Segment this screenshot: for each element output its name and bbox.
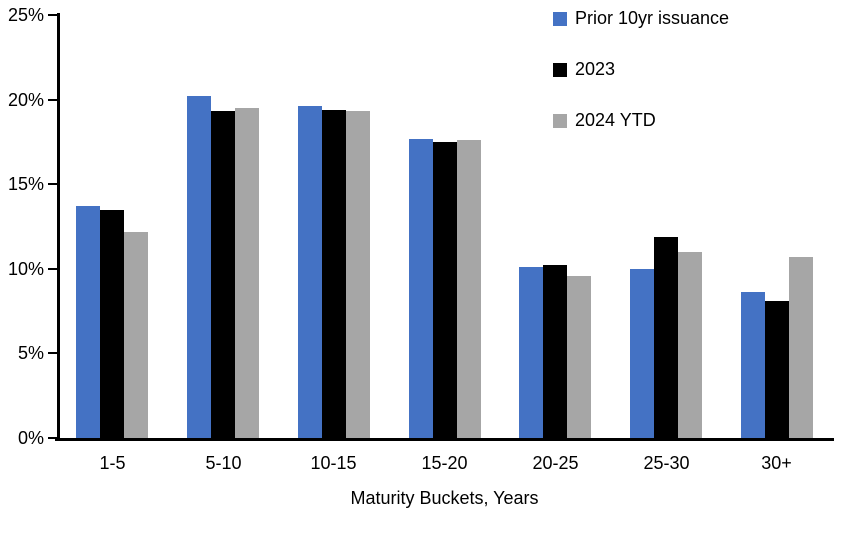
y-axis-tick <box>48 267 57 270</box>
legend-label: 2023 <box>575 59 616 79</box>
bar-2023-15-20 <box>433 142 457 438</box>
bar-prior-10yr-issuance-1-5 <box>76 206 100 438</box>
x-axis-category-label: 10-15 <box>310 453 357 473</box>
y-axis-tick <box>48 183 57 186</box>
x-axis-category-label: 30+ <box>761 453 792 473</box>
bar-2023-20-25 <box>543 265 567 438</box>
legend-item: 2024 YTD <box>553 110 656 131</box>
y-axis-tick-label: 5% <box>17 343 44 364</box>
bar-prior-10yr-issuance-30- <box>741 292 765 438</box>
y-axis-tick-label: 10% <box>7 258 44 279</box>
bar-prior-10yr-issuance-25-30 <box>630 269 654 438</box>
y-axis-tick-label: 0% <box>17 428 44 448</box>
bar-2024-ytd-20-25 <box>567 276 591 438</box>
x-axis-category-label: 20-25 <box>532 453 579 473</box>
x-axis-category-label: 25-30 <box>643 453 690 473</box>
y-axis-tick-label: 25% <box>7 5 44 25</box>
y-axis-tick <box>48 98 57 101</box>
legend-swatch-icon <box>553 62 567 77</box>
legend-swatch-icon <box>553 11 567 26</box>
y-axis-tick-label: 20% <box>7 89 44 110</box>
bar-2024-ytd-30- <box>789 257 813 438</box>
bar-prior-10yr-issuance-5-10 <box>187 96 211 438</box>
y-axis-line <box>57 13 60 441</box>
bar-2023-30- <box>765 301 789 438</box>
bar-2024-ytd-25-30 <box>678 252 702 438</box>
legend-label: 2024 YTD <box>575 110 656 130</box>
bar-2024-ytd-15-20 <box>457 140 481 438</box>
legend-item: Prior 10yr issuance <box>553 8 729 29</box>
bar-2023-25-30 <box>654 237 678 438</box>
legend-swatch-icon <box>553 113 567 128</box>
x-axis-category-label: 15-20 <box>421 453 468 473</box>
y-axis-tick <box>48 352 57 355</box>
bar-prior-10yr-issuance-15-20 <box>409 139 433 438</box>
legend-label: Prior 10yr issuance <box>575 8 730 28</box>
x-axis-category-label: 5-10 <box>205 453 242 473</box>
x-axis-category-label: 1-5 <box>99 453 126 473</box>
legend-item: 2023 <box>553 59 615 80</box>
bar-2024-ytd-10-15 <box>346 111 370 438</box>
y-axis-tick <box>48 437 57 439</box>
bar-2023-1-5 <box>100 210 124 438</box>
bar-2024-ytd-1-5 <box>124 232 148 438</box>
bar-prior-10yr-issuance-20-25 <box>519 267 543 438</box>
x-axis-line <box>55 438 834 441</box>
bar-prior-10yr-issuance-10-15 <box>298 106 322 438</box>
bar-2023-10-15 <box>322 110 346 438</box>
y-axis-tick <box>48 14 57 16</box>
bar-2024-ytd-5-10 <box>235 108 259 438</box>
y-axis-tick-label: 15% <box>7 174 44 195</box>
x-axis-title: Maturity Buckets, Years <box>350 488 539 508</box>
bar-2023-5-10 <box>211 111 235 438</box>
